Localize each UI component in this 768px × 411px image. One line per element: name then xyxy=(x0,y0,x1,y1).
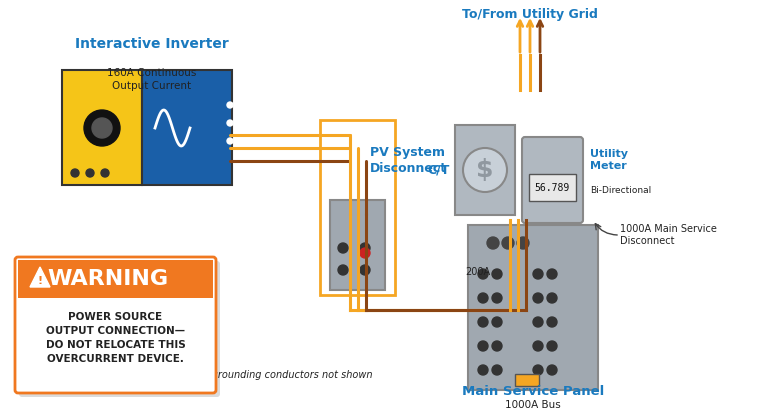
Circle shape xyxy=(227,138,233,144)
Circle shape xyxy=(533,269,543,279)
Text: 56.789: 56.789 xyxy=(535,183,570,193)
Text: To/From Utility Grid: To/From Utility Grid xyxy=(462,8,598,21)
Circle shape xyxy=(86,169,94,177)
Circle shape xyxy=(478,365,488,375)
Circle shape xyxy=(533,365,543,375)
FancyBboxPatch shape xyxy=(468,225,598,390)
Circle shape xyxy=(92,118,112,138)
Circle shape xyxy=(492,317,502,327)
Text: 200A: 200A xyxy=(465,267,490,277)
Circle shape xyxy=(360,243,370,253)
Circle shape xyxy=(338,243,348,253)
Circle shape xyxy=(463,148,507,192)
FancyBboxPatch shape xyxy=(19,261,220,397)
Text: V.03.19.22: V.03.19.22 xyxy=(18,383,66,392)
Circle shape xyxy=(517,237,529,249)
FancyBboxPatch shape xyxy=(515,374,539,386)
Text: 1000A Bus: 1000A Bus xyxy=(505,400,561,410)
Text: PV System
Disconnect: PV System Disconnect xyxy=(370,145,447,175)
Circle shape xyxy=(478,341,488,351)
Text: WARNING: WARNING xyxy=(48,269,168,289)
Text: POWER SOURCE
OUTPUT CONNECTION—
DO NOT RELOCATE THIS
OVERCURRENT DEVICE.: POWER SOURCE OUTPUT CONNECTION— DO NOT R… xyxy=(45,312,185,364)
Circle shape xyxy=(101,169,109,177)
Text: 160A Continuous
Output Current: 160A Continuous Output Current xyxy=(108,68,197,91)
Text: L2: L2 xyxy=(232,120,240,126)
Text: Utility
Meter: Utility Meter xyxy=(590,149,628,171)
Circle shape xyxy=(84,110,120,146)
Circle shape xyxy=(478,293,488,303)
Circle shape xyxy=(338,265,348,275)
Circle shape xyxy=(360,248,370,258)
Circle shape xyxy=(533,317,543,327)
Circle shape xyxy=(487,237,499,249)
Circle shape xyxy=(492,365,502,375)
Text: 1000A Main Service
Disconnect: 1000A Main Service Disconnect xyxy=(620,224,717,246)
Circle shape xyxy=(533,341,543,351)
Text: C/T: C/T xyxy=(428,164,450,176)
Text: L1: L1 xyxy=(232,102,240,108)
FancyBboxPatch shape xyxy=(18,260,213,298)
Circle shape xyxy=(547,293,557,303)
Circle shape xyxy=(227,120,233,126)
Text: $: $ xyxy=(476,158,494,182)
FancyBboxPatch shape xyxy=(455,125,515,215)
Circle shape xyxy=(547,269,557,279)
Text: L3: L3 xyxy=(232,138,240,144)
Circle shape xyxy=(360,265,370,275)
Circle shape xyxy=(227,102,233,108)
Text: !: ! xyxy=(38,276,42,286)
Circle shape xyxy=(478,269,488,279)
Text: *Neutral and Equipment grounding conductors not shown: *Neutral and Equipment grounding conduct… xyxy=(90,370,372,380)
Circle shape xyxy=(478,317,488,327)
Circle shape xyxy=(547,365,557,375)
Circle shape xyxy=(492,269,502,279)
FancyBboxPatch shape xyxy=(529,174,576,201)
FancyBboxPatch shape xyxy=(62,70,142,185)
Circle shape xyxy=(547,341,557,351)
Text: Interactive Inverter: Interactive Inverter xyxy=(75,37,229,51)
Text: Main Service Panel: Main Service Panel xyxy=(462,385,604,398)
FancyBboxPatch shape xyxy=(142,70,232,185)
Circle shape xyxy=(71,169,79,177)
Circle shape xyxy=(547,317,557,327)
FancyBboxPatch shape xyxy=(522,137,583,223)
Polygon shape xyxy=(30,267,50,287)
Circle shape xyxy=(492,341,502,351)
FancyBboxPatch shape xyxy=(330,200,385,290)
FancyBboxPatch shape xyxy=(15,257,216,393)
Text: Bi-Directional: Bi-Directional xyxy=(590,185,651,194)
Circle shape xyxy=(502,237,514,249)
Circle shape xyxy=(492,293,502,303)
Circle shape xyxy=(533,293,543,303)
